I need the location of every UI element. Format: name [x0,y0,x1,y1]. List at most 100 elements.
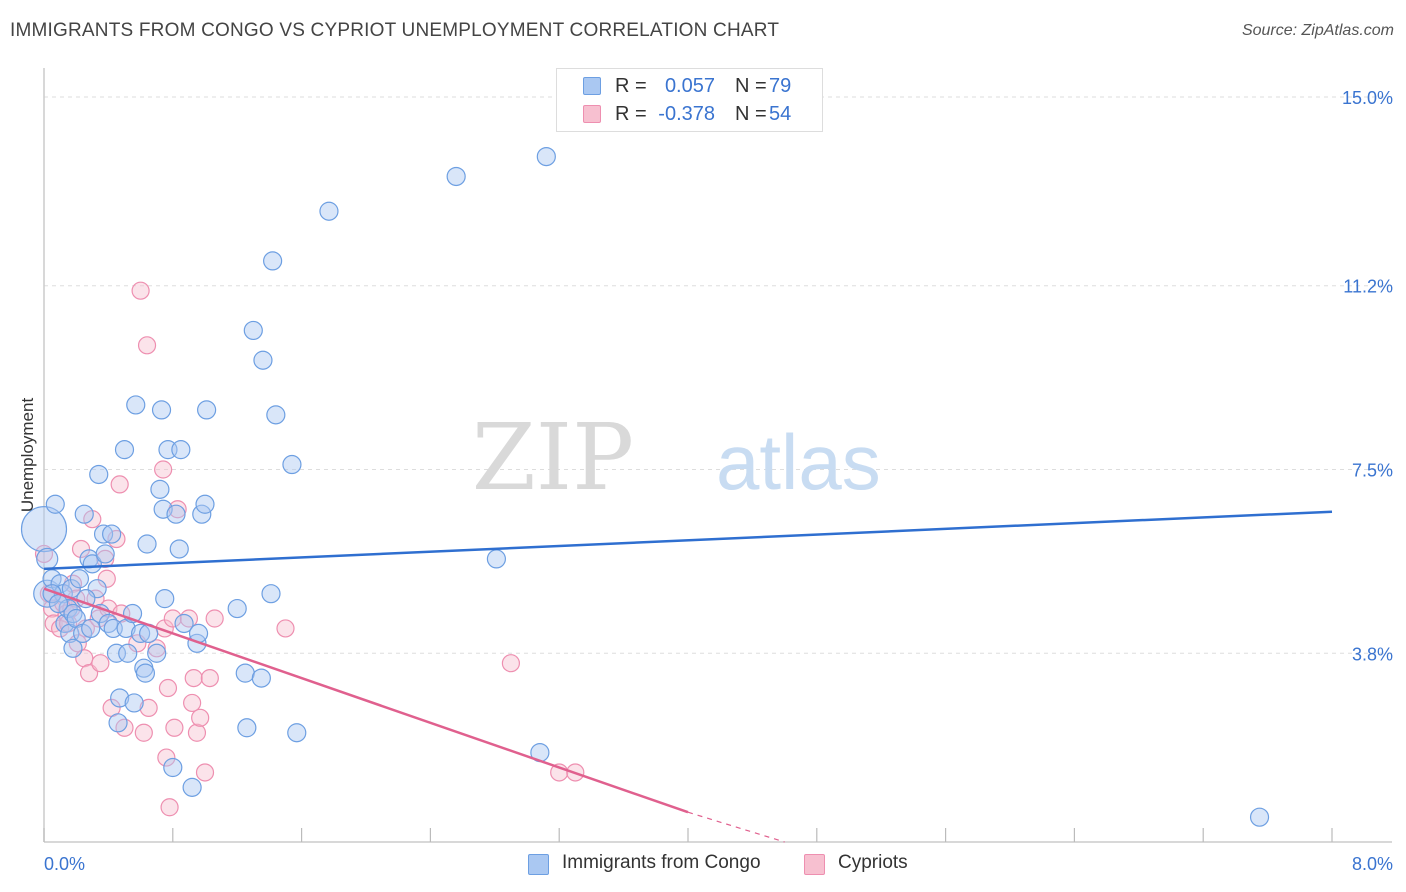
y-axis-label: Unemployment [18,397,37,513]
congo-point [282,454,302,475]
r-value: -0.378 [658,103,715,125]
congo-point [536,147,556,167]
cypriots-trend-extension [687,811,785,843]
cypriots-point [157,748,176,767]
y-tick-label: 15.0% [1342,88,1393,108]
congo-point [114,440,135,460]
congo-point [166,504,186,524]
source-label: Source: ZipAtlas.com [1242,22,1394,40]
legend-swatch-cypriots [804,854,825,875]
congo-points [20,147,1270,827]
cypriots-point [276,619,295,638]
legend-swatch-congo [528,854,549,875]
watermark-atlas: atlas [716,418,881,506]
congo-point [45,494,65,514]
congo-point [235,663,255,683]
congo-point [36,547,59,571]
x-tick-label-min: 0.0% [44,854,85,874]
cypriots-point [187,723,207,742]
tick-labels: 3.8% 7.5% 11.2% 15.0% 0.0% 8.0% [44,88,1393,874]
congo-point [118,643,138,663]
stats-swatch-congo [583,77,601,95]
cypriots-point [134,723,153,742]
congo-point [124,693,144,713]
cypriots-point [34,544,54,564]
congo-point [93,524,114,544]
legend-label-congo: Immigrants from Congo [562,852,761,873]
congo-point [155,589,175,609]
cypriots-point [137,336,157,355]
congo-point [153,499,173,519]
congo-point [102,524,122,544]
grid-lines [44,96,1392,654]
congo-point [89,464,109,485]
congo-point [131,623,151,644]
congo-point [82,554,102,574]
congo-point [20,505,68,553]
congo-point [174,613,194,634]
stats-row-congo: R = 0.057 N = 79 [557,72,822,100]
congo-point [76,589,96,609]
cypriots-point [200,668,219,688]
congo-point [74,504,94,524]
cypriots-point [501,654,520,673]
cypriots-point [183,693,202,713]
congo-point [227,598,247,619]
cypriots-point [131,281,150,300]
trend-lines [43,510,1333,843]
congo-point [137,534,157,554]
cypriots-point [139,698,158,718]
cypriots-point [165,718,184,737]
congo-point [486,549,507,569]
congo-point [237,718,257,738]
r-value: 0.057 [664,75,715,97]
cypriots-point [195,763,215,782]
congo-point [151,400,172,420]
congo-point [135,663,156,683]
congo-point [110,688,130,708]
congo-point [55,613,75,634]
n-label: N = [735,103,767,125]
congo-point [147,643,167,663]
congo-point [195,494,215,514]
congo-point [251,668,271,688]
congo-point [150,479,170,499]
congo-point [171,440,191,460]
congo-point [182,777,202,797]
n-value: 54 [769,103,792,125]
watermark-zip: ZIP [472,404,634,511]
y-tick-label: 7.5% [1352,461,1393,481]
congo-trend-line [43,510,1333,571]
y-tick-label: 3.8% [1352,644,1393,664]
congo-point [95,544,115,564]
r-label: R = [615,103,647,125]
congo-point [106,643,127,663]
cypriots-point [205,609,224,628]
congo-point [263,251,283,271]
congo-point [319,201,339,221]
cypriots-point [184,668,203,688]
congo-point [108,713,128,733]
congo-point [69,569,90,589]
chart-title: IMMIGRANTS FROM CONGO VS CYPRIOT UNEMPLO… [10,20,780,41]
axes [43,68,1392,843]
cypriots-point [163,609,182,628]
congo-point [287,723,307,743]
congo-point [187,633,207,653]
cypriots-point [158,678,178,698]
x-tick-label-max: 8.0% [1352,854,1393,874]
congo-point [126,395,146,415]
cypriots-point [160,798,179,817]
cypriots-point [147,639,166,658]
congo-point [266,405,286,425]
legend-label-cypriots: Cypriots [838,852,908,873]
congo-point [197,400,217,420]
cypriots-point [97,569,116,588]
cypriots-point [191,708,210,727]
congo-point [261,584,281,604]
congo-point [63,638,83,658]
cypriots-point [71,539,91,559]
cypriots-trend-line [43,587,689,814]
cypriots-point [110,475,129,494]
